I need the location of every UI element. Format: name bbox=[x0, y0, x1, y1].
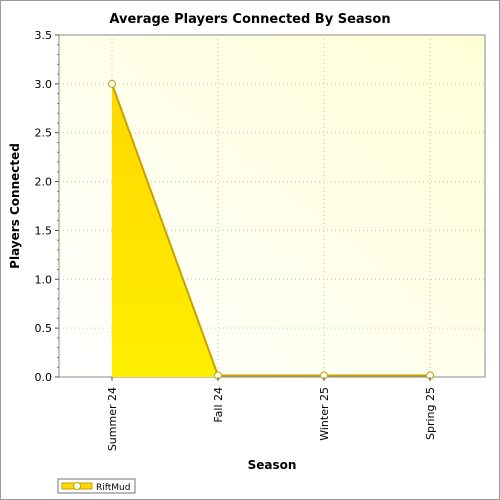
y-axis: 0.0 0.5 1.0 1.5 2.0 2.5 3.0 3.5 bbox=[35, 29, 59, 384]
y-tick-label: 2.5 bbox=[35, 127, 53, 140]
x-tick-label: Winter 25 bbox=[318, 387, 331, 441]
y-tick-label: 1.0 bbox=[35, 273, 53, 286]
y-tick-label: 0.5 bbox=[35, 322, 53, 335]
series-line bbox=[111, 83, 430, 377]
y-tick-label: 3.0 bbox=[35, 78, 53, 91]
y-tick-label: 0.0 bbox=[35, 371, 53, 384]
x-axis-label: Season bbox=[248, 458, 297, 472]
x-axis: Summer 24 Fall 24 Winter 25 Spring 25 bbox=[106, 377, 437, 451]
y-axis-label: Players Connected bbox=[8, 143, 22, 269]
chart-title: Average Players Connected By Season bbox=[109, 12, 390, 27]
y-tick-label: 1.5 bbox=[35, 224, 53, 237]
legend-marker bbox=[73, 482, 81, 490]
y-tick-label: 2.0 bbox=[35, 176, 53, 189]
series-area-layer bbox=[108, 79, 434, 380]
y-tick-label: 3.5 bbox=[35, 29, 53, 42]
legend: RiftMud bbox=[57, 478, 136, 494]
data-point bbox=[108, 79, 116, 88]
x-tick-label: Spring 25 bbox=[424, 387, 437, 440]
legend-label: RiftMud bbox=[96, 483, 130, 493]
x-tick-label: Summer 24 bbox=[106, 387, 119, 451]
x-tick-label: Fall 24 bbox=[212, 387, 225, 423]
